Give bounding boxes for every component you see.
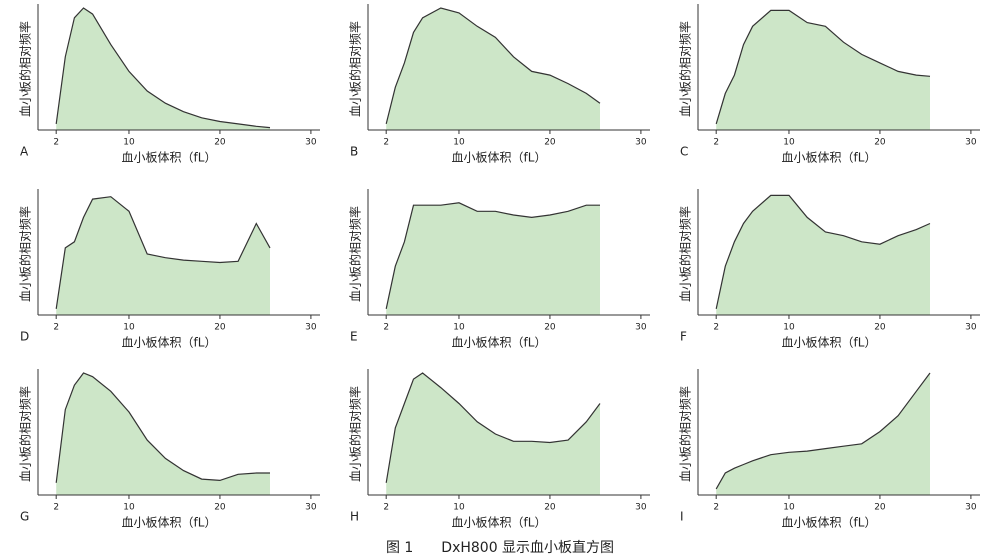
panel-label: A	[20, 145, 29, 159]
x-tick-label: 20	[874, 323, 886, 333]
x-axis-label: 血小板体积（fL）	[452, 151, 547, 165]
x-tick-label: 20	[544, 323, 556, 333]
x-tick-label: 2	[383, 323, 389, 333]
x-axis-label: 血小板体积（fL）	[782, 336, 877, 350]
area-fill	[716, 195, 930, 315]
x-tick-label: 10	[123, 323, 135, 333]
x-tick-label: 30	[305, 503, 317, 513]
x-tick-label: 30	[965, 503, 977, 513]
area-line	[55, 7, 271, 129]
x-tick-label: 30	[635, 138, 647, 148]
x-axis-label: 血小板体积（fL）	[122, 336, 217, 350]
panel-label: C	[680, 145, 688, 159]
x-tick-label: 10	[783, 503, 795, 513]
area-line	[55, 372, 270, 483]
x-tick-label: 20	[214, 323, 226, 333]
panel-label: D	[20, 330, 29, 344]
x-tick-label: 10	[783, 323, 795, 333]
panel-label: B	[350, 145, 358, 159]
area-fill	[386, 202, 600, 315]
x-axis-label: 血小板体积（fL）	[452, 516, 547, 530]
x-tick-label: 30	[305, 138, 317, 148]
x-tick-label: 30	[635, 323, 647, 333]
x-tick-label: 10	[453, 138, 465, 148]
area-fill	[386, 373, 600, 495]
x-axis-label: 血小板体积（fL）	[782, 151, 877, 165]
y-axis-label: 血小板的相对频率	[348, 386, 363, 482]
y-axis-label: 血小板的相对频率	[18, 386, 33, 482]
area-line	[385, 7, 601, 125]
y-axis-label: 血小板的相对频率	[678, 21, 693, 117]
area-fill	[716, 373, 930, 495]
area-line	[55, 196, 271, 309]
x-tick-label: 30	[635, 503, 647, 513]
area-fill	[386, 8, 600, 130]
area-fill	[716, 10, 930, 130]
x-tick-label: 10	[783, 138, 795, 148]
x-tick-label: 20	[874, 503, 886, 513]
x-tick-label: 2	[713, 503, 719, 513]
x-tick-label: 10	[453, 323, 465, 333]
y-axis-label: 血小板的相对频率	[348, 206, 363, 302]
x-tick-label: 30	[965, 323, 977, 333]
x-tick-label: 2	[713, 138, 719, 148]
x-tick-label: 2	[383, 138, 389, 148]
y-axis-label: 血小板的相对频率	[18, 206, 33, 302]
x-axis-label: 血小板体积（fL）	[452, 336, 547, 350]
x-axis-label: 血小板体积（fL）	[782, 516, 877, 530]
x-tick-label: 20	[214, 138, 226, 148]
area-line	[715, 194, 931, 310]
x-tick-label: 2	[53, 503, 59, 513]
x-tick-label: 30	[965, 138, 977, 148]
y-axis-label: 血小板的相对频率	[348, 21, 363, 117]
caption: 图 1 DxH800 显示血小板直方图	[386, 539, 614, 556]
area-fill	[56, 8, 271, 130]
x-tick-label: 10	[123, 503, 135, 513]
x-tick-label: 2	[53, 138, 59, 148]
area-line	[715, 9, 931, 125]
x-tick-label: 10	[453, 503, 465, 513]
area-fill	[56, 196, 271, 315]
x-tick-label: 2	[383, 503, 389, 513]
x-tick-label: 20	[544, 138, 556, 148]
x-tick-label: 10	[123, 138, 135, 148]
area-fill	[56, 373, 271, 495]
x-tick-label: 20	[874, 138, 886, 148]
y-axis-label: 血小板的相对频率	[678, 206, 693, 302]
x-tick-label: 20	[214, 503, 226, 513]
panel-label: F	[680, 330, 687, 344]
y-axis-label: 血小板的相对频率	[678, 386, 693, 482]
x-axis-label: 血小板体积（fL）	[122, 151, 217, 165]
area-line	[385, 202, 600, 310]
y-axis-label: 血小板的相对频率	[18, 21, 33, 117]
x-axis-label: 血小板体积（fL）	[122, 516, 217, 530]
area-line	[385, 372, 601, 483]
panel-label: G	[20, 510, 29, 524]
x-tick-label: 20	[544, 503, 556, 513]
panel-label: H	[350, 510, 359, 524]
x-tick-label: 30	[305, 323, 317, 333]
x-tick-label: 2	[713, 323, 719, 333]
panel-label: I	[680, 510, 684, 524]
panel-label: E	[350, 330, 358, 344]
area-line	[715, 372, 931, 490]
x-tick-label: 2	[53, 323, 59, 333]
